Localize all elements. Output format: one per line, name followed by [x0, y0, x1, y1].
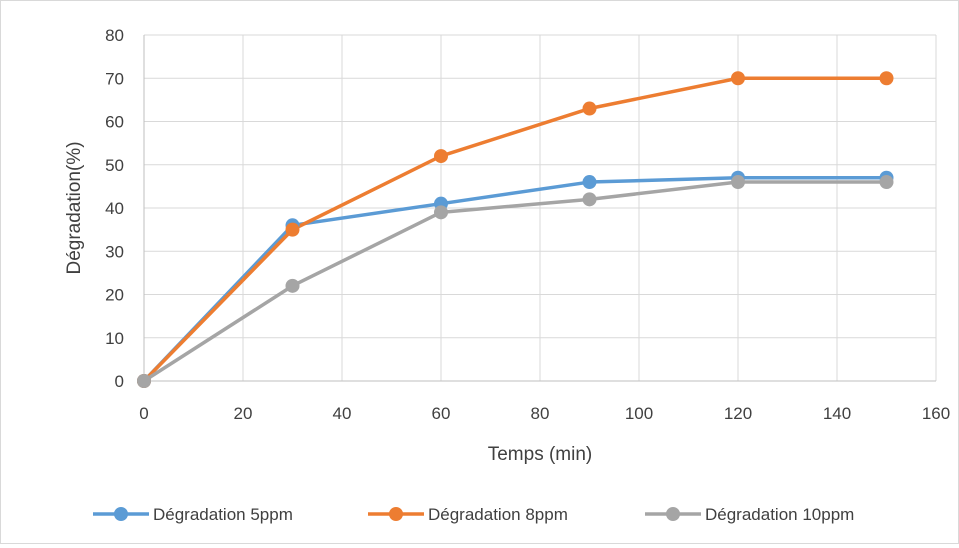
x-tick-label: 120 — [724, 404, 752, 423]
data-point-d-gradation-10ppm — [285, 278, 300, 293]
axes — [143, 35, 936, 382]
y-tick-label: 80 — [105, 26, 124, 45]
series-line-d-gradation-10ppm — [142, 180, 889, 383]
legend-label: Dégradation 10ppm — [705, 505, 854, 524]
series-lines — [142, 76, 889, 383]
y-tick-label: 60 — [105, 113, 124, 132]
data-point-d-gradation-8ppm — [879, 71, 894, 86]
x-tick-label: 60 — [432, 404, 451, 423]
y-tick-label: 70 — [105, 69, 124, 88]
x-tick-label: 0 — [139, 404, 148, 423]
data-point-d-gradation-10ppm — [879, 175, 894, 190]
x-tick-label: 160 — [922, 404, 950, 423]
data-point-d-gradation-10ppm — [137, 374, 151, 388]
legend-item: Dégradation 10ppm — [645, 505, 854, 524]
legend-item: Dégradation 8ppm — [368, 505, 568, 524]
x-tick-label: 80 — [531, 404, 550, 423]
data-point-d-gradation-10ppm — [582, 192, 597, 207]
tick-labels: 0 10 20 30 40 50 60 70 80 0 20 40 60 80 100 120 140 160 — [105, 26, 950, 423]
series-line-d-gradation-8ppm — [142, 76, 889, 383]
legend-item: Dégradation 5ppm — [93, 505, 293, 524]
data-point-d-gradation-8ppm — [285, 222, 300, 237]
legend: Dégradation 5ppm Dégradation 8ppm Dégradat… — [93, 505, 854, 524]
data-point-d-gradation-8ppm — [731, 71, 745, 86]
legend-swatch-marker — [114, 507, 128, 521]
data-point-d-gradation-5ppm — [582, 175, 597, 190]
legend-label: Dégradation 8ppm — [428, 505, 568, 524]
y-axis-title: Dégradation(%) — [64, 141, 85, 274]
data-point-d-gradation-10ppm — [434, 205, 448, 220]
y-tick-label: 30 — [105, 242, 124, 261]
x-axis-title: Temps (min) — [488, 444, 593, 465]
y-tick-label: 20 — [105, 286, 124, 305]
legend-swatch-marker — [389, 507, 403, 521]
y-tick-label: 0 — [115, 372, 124, 391]
y-tick-label: 10 — [105, 329, 124, 348]
legend-label: Dégradation 5ppm — [153, 505, 293, 524]
y-tick-label: 50 — [105, 156, 124, 175]
x-tick-label: 100 — [625, 404, 653, 423]
data-point-d-gradation-8ppm — [434, 149, 448, 164]
x-tick-label: 20 — [234, 404, 253, 423]
series-points — [137, 71, 894, 388]
series-line-d-gradation-5ppm — [142, 175, 889, 383]
y-tick-label: 40 — [105, 199, 124, 218]
x-tick-label: 40 — [333, 404, 352, 423]
data-point-d-gradation-8ppm — [582, 101, 597, 116]
x-tick-label: 140 — [823, 404, 851, 423]
data-point-d-gradation-10ppm — [731, 175, 745, 190]
gridlines — [144, 34, 937, 381]
legend-swatch-marker — [666, 507, 680, 521]
